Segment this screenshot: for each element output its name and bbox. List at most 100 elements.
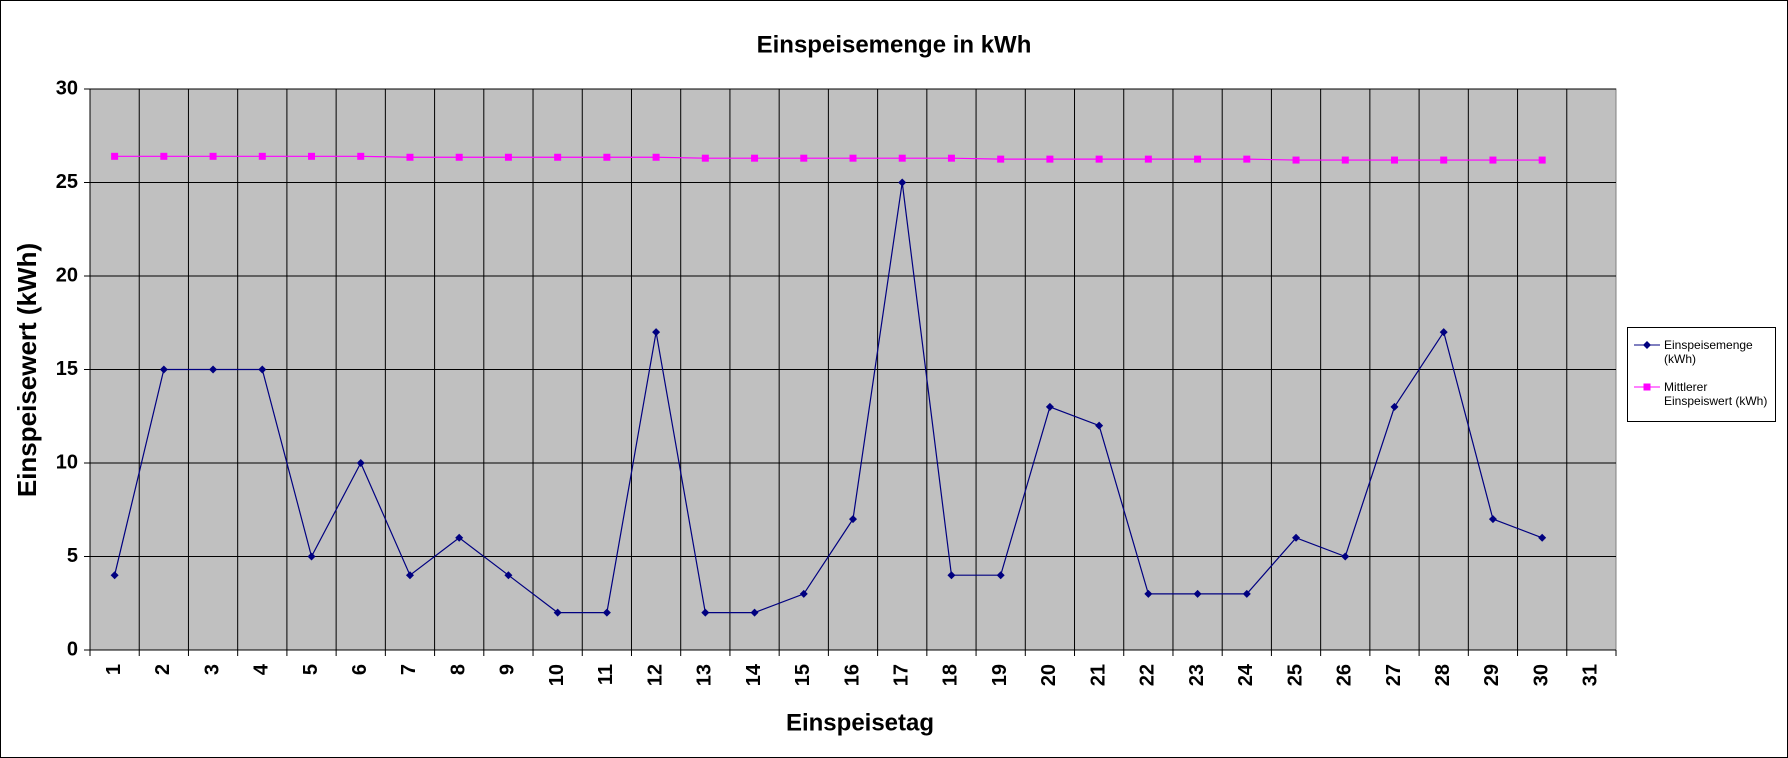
marker — [1643, 383, 1651, 391]
x-tick-label: 17 — [891, 664, 913, 686]
marker — [701, 608, 710, 617]
y-axis-title: Einspeisewert (kWh) — [12, 243, 42, 497]
x-tick-label: 27 — [1383, 664, 1405, 686]
x-tick-label: 10 — [546, 664, 568, 686]
marker — [849, 515, 857, 524]
x-tick-label: 23 — [1186, 664, 1208, 686]
x-tick-label: 24 — [1235, 663, 1257, 686]
marker — [1242, 589, 1251, 598]
marker — [701, 154, 709, 162]
marker — [947, 154, 955, 162]
marker — [1292, 533, 1301, 542]
marker — [455, 533, 464, 542]
y-tick-label: 20 — [56, 264, 78, 286]
legend-key — [1634, 341, 1660, 349]
marker — [504, 153, 512, 161]
legend: Einspeisemenge (kWh) Mittlerer Einspeiswe… — [1627, 327, 1776, 422]
marker — [1390, 402, 1399, 411]
x-tick-label: 11 — [595, 664, 617, 685]
x-tick-label: 16 — [841, 664, 863, 686]
marker — [1341, 156, 1349, 164]
marker — [209, 152, 217, 160]
x-tick-label: 6 — [349, 664, 371, 675]
legend-label: Einspeisemenge (kWh) — [1664, 338, 1753, 366]
x-tick-label: 15 — [792, 664, 814, 686]
marker — [110, 571, 119, 580]
marker — [111, 152, 119, 160]
x-tick-label: 28 — [1432, 664, 1454, 686]
marker — [455, 153, 463, 161]
x-tick-label: 25 — [1284, 664, 1306, 686]
marker — [1194, 155, 1202, 163]
marker — [849, 154, 857, 162]
marker — [1439, 328, 1448, 337]
x-tick-label: 8 — [447, 664, 469, 675]
marker — [554, 153, 562, 161]
marker — [1643, 341, 1651, 349]
y-tick-label: 15 — [56, 358, 78, 380]
marker — [1144, 155, 1152, 163]
marker — [799, 589, 808, 598]
x-tick-label: 14 — [743, 663, 765, 686]
marker — [1538, 156, 1546, 164]
x-tick-label: 5 — [300, 664, 322, 675]
x-axis-title: Einspeisetag — [786, 709, 934, 736]
legend-label: Mittlerer Einspeiswert (kWh) — [1664, 380, 1768, 408]
x-tick-label: 26 — [1334, 664, 1356, 686]
chart-title: Einspeisemenge in kWh — [757, 31, 1032, 58]
marker — [800, 154, 808, 162]
marker — [406, 153, 414, 161]
x-tick-label: 3 — [201, 664, 223, 675]
x-tick-label: 30 — [1530, 664, 1552, 686]
marker — [357, 152, 365, 160]
marker — [1144, 589, 1153, 598]
marker — [898, 154, 906, 162]
marker — [1095, 421, 1104, 430]
marker — [159, 365, 168, 374]
marker — [1488, 515, 1497, 524]
x-tick-label: 21 — [1087, 664, 1109, 686]
x-tick-label: 2 — [152, 664, 174, 675]
y-tick-label: 25 — [56, 171, 78, 193]
marker — [1489, 156, 1497, 164]
x-tick-label: 22 — [1137, 664, 1159, 686]
x-tick-label: 13 — [694, 664, 716, 686]
marker — [1538, 533, 1547, 542]
marker — [898, 178, 907, 187]
marker — [1095, 155, 1103, 163]
x-tick-label: 7 — [398, 664, 420, 675]
marker — [751, 154, 759, 162]
marker — [652, 153, 660, 161]
marker — [997, 155, 1005, 163]
marker — [1440, 156, 1448, 164]
y-tick-label: 30 — [56, 77, 78, 99]
marker — [308, 152, 316, 160]
x-tick-label: 18 — [940, 664, 962, 686]
marker — [1292, 156, 1300, 164]
series-line — [114, 182, 1543, 614]
marker — [160, 152, 168, 160]
marker — [307, 552, 316, 561]
marker — [602, 608, 611, 617]
marker — [1341, 552, 1350, 561]
x-tick-label: 12 — [644, 664, 666, 686]
x-tick-label: 1 — [103, 664, 125, 675]
marker — [405, 571, 414, 580]
marker — [553, 608, 562, 617]
x-tick-label: 19 — [989, 664, 1011, 686]
marker — [750, 608, 759, 617]
y-tick-label: 10 — [56, 451, 78, 473]
x-tick-label: 4 — [251, 663, 273, 675]
marker — [356, 459, 365, 467]
x-tick-label: 9 — [497, 664, 519, 675]
marker — [1390, 156, 1398, 164]
legend-key — [1634, 383, 1660, 391]
marker — [209, 365, 218, 374]
series-line — [114, 155, 1543, 161]
marker — [996, 571, 1005, 580]
marker — [652, 328, 661, 337]
marker — [1045, 402, 1054, 411]
y-tick-label: 5 — [67, 545, 78, 567]
